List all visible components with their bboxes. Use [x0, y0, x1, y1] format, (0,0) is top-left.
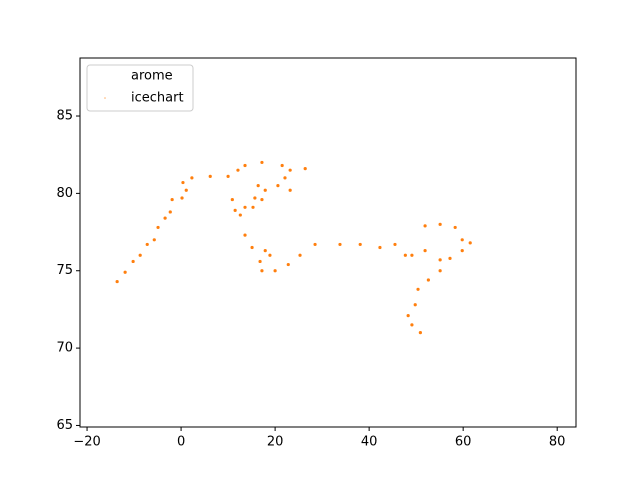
point — [233, 208, 237, 212]
point — [250, 245, 254, 250]
point — [438, 258, 442, 262]
point — [468, 241, 472, 245]
point — [236, 168, 240, 172]
point — [453, 225, 457, 230]
point — [418, 331, 422, 335]
legend — [86, 64, 194, 112]
point — [260, 197, 264, 202]
point — [298, 253, 302, 257]
point — [156, 225, 160, 230]
point — [253, 196, 257, 200]
point — [263, 188, 267, 192]
point — [423, 224, 427, 228]
point — [131, 259, 135, 264]
legend-label: icechart — [131, 91, 184, 106]
point — [230, 197, 234, 202]
point — [263, 249, 267, 253]
point — [378, 245, 382, 250]
point — [438, 222, 442, 226]
point — [276, 184, 280, 188]
point — [448, 256, 452, 260]
y-tick-label: 70 — [56, 341, 73, 356]
point — [115, 279, 119, 284]
point — [208, 174, 212, 178]
point — [338, 242, 342, 247]
point — [410, 323, 414, 327]
point — [410, 253, 414, 257]
point — [283, 176, 287, 180]
point — [460, 249, 464, 253]
x-tick-label: 40 — [361, 435, 378, 450]
legend-marker — [104, 97, 106, 99]
x-tick-label: 20 — [267, 435, 284, 450]
point — [286, 262, 290, 267]
point — [138, 253, 142, 257]
point — [238, 213, 242, 217]
x-tick-label: 60 — [455, 435, 472, 450]
point — [243, 205, 247, 209]
point — [413, 303, 417, 307]
point — [190, 176, 194, 180]
point — [406, 314, 410, 318]
legend-box — [86, 64, 194, 112]
point — [460, 238, 464, 242]
x-tick-label: 80 — [549, 435, 566, 450]
point — [145, 242, 149, 247]
point — [423, 249, 427, 253]
point — [313, 242, 317, 247]
point — [358, 242, 362, 247]
point — [152, 238, 156, 242]
point — [273, 269, 277, 273]
x-tick-label: −20 — [73, 435, 100, 450]
point — [403, 253, 407, 257]
point — [260, 160, 264, 165]
point — [251, 205, 255, 209]
y-tick-label: 80 — [56, 186, 73, 201]
point — [180, 196, 184, 200]
point — [303, 167, 307, 171]
point — [426, 278, 430, 282]
point — [181, 180, 185, 185]
point — [260, 269, 264, 273]
point — [288, 188, 292, 192]
point — [280, 163, 284, 168]
point — [288, 168, 292, 172]
point — [226, 174, 230, 178]
point — [416, 287, 420, 291]
point — [256, 184, 260, 188]
x-tick-label: 0 — [177, 435, 185, 450]
point — [393, 242, 397, 247]
point — [123, 270, 127, 274]
point — [258, 259, 262, 264]
y-tick-label: 85 — [56, 109, 73, 124]
point — [163, 216, 167, 220]
point — [168, 210, 172, 214]
point — [268, 253, 272, 257]
y-tick-label: 65 — [56, 418, 73, 433]
y-tick-label: 75 — [56, 263, 73, 278]
point — [184, 188, 188, 192]
point — [243, 233, 247, 237]
point — [438, 269, 442, 273]
point — [243, 163, 247, 168]
legend-label: arome — [131, 69, 173, 84]
point — [170, 197, 174, 202]
plot-frame — [79, 57, 577, 428]
